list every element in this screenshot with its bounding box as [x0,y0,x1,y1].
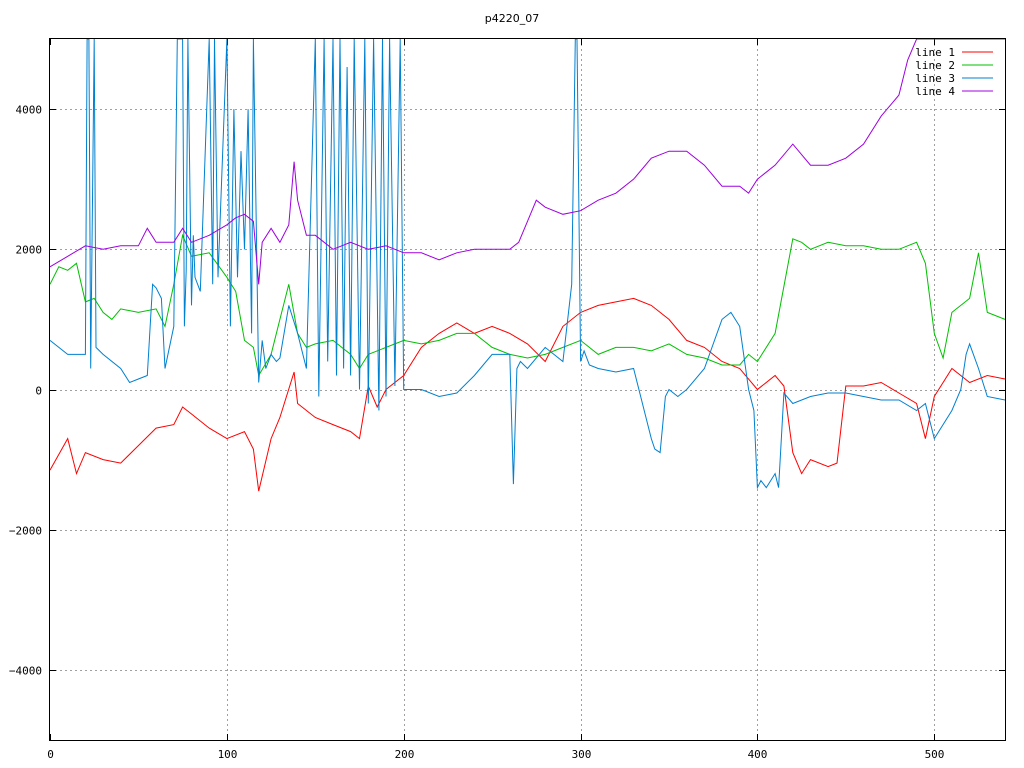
series-lines [49,38,1006,492]
series-line-4 [49,38,1005,285]
grid-lines [50,39,1005,740]
axis-ticks: 0 100 200 300 400 500 −4000 −2000 0 2000 4000 [9,39,1005,761]
legend-label-4: line 4 [915,85,955,98]
chart-title: p4220_07 [485,12,539,25]
x-tick-label: 500 [925,748,945,761]
x-tick-label: 400 [748,748,768,761]
series-line-2 [49,233,1006,377]
x-tick-label: 300 [572,748,592,761]
legend-label-3: line 3 [915,72,955,85]
legend-label-1: line 1 [915,46,955,59]
y-tick-label: 4000 [16,104,43,117]
x-tick-label: 100 [218,748,238,761]
y-tick-label: −4000 [9,665,42,678]
series-line-1 [49,297,1006,492]
legend-label-2: line 2 [915,59,955,72]
y-tick-label: −2000 [9,525,42,538]
y-tick-label: 2000 [16,244,43,257]
y-tick-label: 0 [35,385,42,398]
x-tick-label: 0 [47,748,54,761]
series-line-3 [49,38,1006,490]
plot-frame [49,38,1006,741]
x-tick-label: 200 [395,748,415,761]
